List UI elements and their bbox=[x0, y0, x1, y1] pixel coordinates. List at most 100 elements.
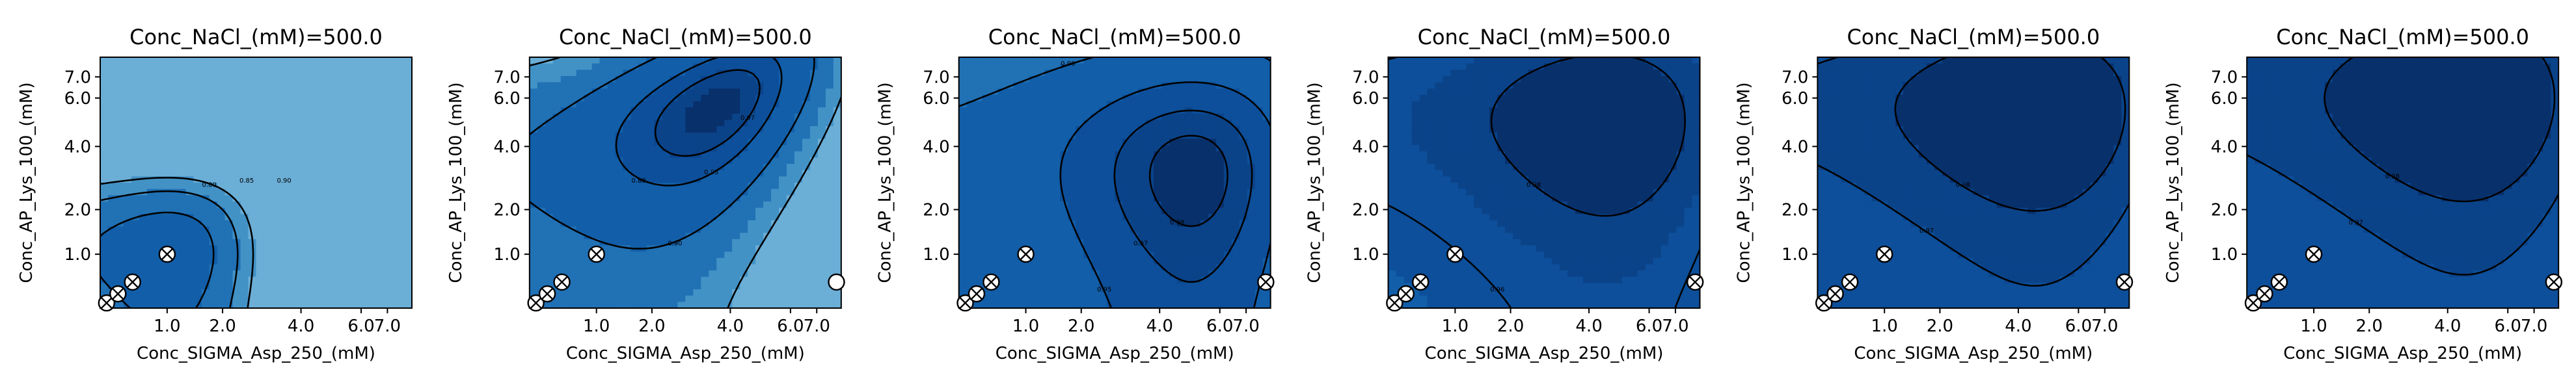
x-axis-label: Conc_SIGMA_Asp_250_(mM) bbox=[996, 344, 1234, 363]
axes-frame bbox=[2246, 57, 2560, 309]
y-tick-label: 4.0 bbox=[64, 137, 91, 157]
x-axis-label: Conc_SIGMA_Asp_250_(mM) bbox=[566, 344, 805, 363]
y-axis-label: Conc_AP_Lys_100_(mM) bbox=[2163, 82, 2183, 283]
x-tick-label: 2.0 bbox=[1927, 317, 1953, 336]
x-tick-label: 1.0 bbox=[1871, 317, 1898, 336]
y-tick-label: 6.0 bbox=[1352, 89, 1379, 109]
contour-line-2 bbox=[2324, 57, 2556, 203]
x-tick-label: 6.0 bbox=[777, 317, 804, 336]
x-tick-label: 7.0 bbox=[374, 317, 401, 336]
y-tick-label: 7.0 bbox=[2211, 68, 2238, 87]
x-tick-label: 4.0 bbox=[1146, 317, 1173, 336]
x-tick-label: 6.0 bbox=[1636, 317, 1662, 336]
crossed-circle-marker bbox=[2256, 285, 2273, 303]
contour-line-4 bbox=[654, 69, 761, 157]
contour-line-1 bbox=[100, 177, 254, 308]
contour-line-2 bbox=[100, 190, 239, 308]
y-tick-label: 7.0 bbox=[64, 68, 91, 87]
x-tick-label: 4.0 bbox=[1575, 317, 1602, 336]
x-tick-label: 1.0 bbox=[1012, 317, 1039, 336]
contour-label: 0.98 bbox=[1170, 219, 1184, 226]
x-axis-label: Conc_SIGMA_Asp_250_(mM) bbox=[1854, 344, 2093, 363]
y-tick-label: 2.0 bbox=[64, 200, 91, 220]
x-tick-label: 6.0 bbox=[1206, 317, 1233, 336]
x-tick-label: 2.0 bbox=[638, 317, 665, 336]
y-tick-label: 7.0 bbox=[923, 68, 949, 87]
subplot-5: 0.970.981.0 2.0 4.0 6.0 7.01.02.04.06.07.0Co… bbox=[1734, 25, 2134, 363]
contour-label: 0.96 bbox=[1490, 286, 1504, 293]
contour-line-3 bbox=[615, 57, 783, 187]
axes-frame bbox=[1817, 57, 2130, 309]
crossed-circle-marker bbox=[1257, 273, 1275, 291]
y-tick-label: 6.0 bbox=[493, 89, 520, 109]
x-tick-label: 1.0 bbox=[2300, 317, 2327, 336]
y-tick-label: 4.0 bbox=[1782, 137, 1808, 157]
y-tick-label: 4.0 bbox=[493, 137, 520, 157]
x-tick-label: 7.0 bbox=[2091, 317, 2118, 336]
y-tick-label: 1.0 bbox=[923, 245, 949, 265]
contour-label: 0.90 bbox=[277, 177, 291, 185]
contour-line-1 bbox=[2247, 154, 2559, 276]
y-axis-label: Conc_AP_Lys_100_(mM) bbox=[1305, 82, 1325, 283]
y-tick-label: 6.0 bbox=[64, 89, 91, 109]
x-tick-label: 1.0 bbox=[1442, 317, 1469, 336]
contour-label: 0.90 bbox=[668, 240, 682, 248]
contour-fill bbox=[100, 57, 412, 308]
y-tick-label: 4.0 bbox=[1352, 137, 1379, 157]
crossed-circle-marker bbox=[1397, 285, 1415, 303]
x-tick-label: 6.0 bbox=[2065, 317, 2092, 336]
crossed-circle-marker bbox=[2305, 245, 2323, 263]
contour-label: 0.95 bbox=[704, 169, 718, 176]
axes-frame bbox=[1387, 57, 1701, 309]
crossed-circle-marker bbox=[968, 285, 986, 303]
y-tick-label: 1.0 bbox=[1352, 245, 1379, 265]
y-tick-label: 2.0 bbox=[1782, 200, 1808, 220]
subplot-6: 0.970.981.0 2.0 4.0 6.0 7.01.02.04.06.07.0Co… bbox=[2163, 25, 2563, 363]
crossed-circle-marker bbox=[956, 294, 974, 312]
axes-frame bbox=[958, 57, 1271, 309]
crossed-circle-marker bbox=[983, 273, 1000, 291]
x-tick-label: 7.0 bbox=[804, 317, 830, 336]
x-tick-label: 2.0 bbox=[1068, 317, 1094, 336]
contour-line-1 bbox=[529, 57, 841, 308]
contour-label: 0.98 bbox=[1956, 181, 1970, 188]
crossed-circle-marker bbox=[2270, 273, 2288, 291]
subplot-1: 0.800.85 0.901.0 2.0 4.0 6.0 7.01.02.04.06.07… bbox=[17, 25, 413, 363]
contour-label: 0.97 bbox=[2349, 219, 2363, 226]
x-tick-label: 4.0 bbox=[717, 317, 744, 336]
contour-label: 0.97 bbox=[1133, 240, 1148, 248]
contour-line-2 bbox=[529, 57, 815, 250]
x-tick-label: 7.0 bbox=[2521, 317, 2547, 336]
contour-line-3 bbox=[1113, 109, 1253, 283]
x-tick-label: 1.0 bbox=[154, 317, 180, 336]
x-tick-label: 2.0 bbox=[1497, 317, 1524, 336]
contour-fill bbox=[1388, 57, 1700, 308]
x-tick-label: 4.0 bbox=[2434, 317, 2461, 336]
y-tick-label: 2.0 bbox=[493, 200, 520, 220]
y-tick-label: 2.0 bbox=[923, 200, 949, 220]
crossed-circle-marker bbox=[1017, 245, 1035, 263]
y-axis-label: Conc_AP_Lys_100_(mM) bbox=[876, 82, 895, 283]
x-tick-label: 4.0 bbox=[2005, 317, 2031, 336]
y-tick-label: 2.0 bbox=[1352, 200, 1379, 220]
contour-line-2 bbox=[1059, 81, 1271, 308]
y-tick-label: 6.0 bbox=[2211, 89, 2238, 109]
subplot-4: 0.960.981.0 2.0 4.0 6.0 7.01.02.04.06.07.0Co… bbox=[1305, 25, 1704, 363]
contour-line-1 bbox=[1817, 57, 2130, 287]
crossed-circle-marker bbox=[1815, 294, 1833, 312]
contour-label: 0.95 bbox=[1097, 286, 1111, 293]
contour-label: 0.98 bbox=[1526, 181, 1541, 188]
y-axis-label: Conc_AP_Lys_100_(mM) bbox=[446, 82, 466, 283]
y-tick-label: 1.0 bbox=[64, 245, 91, 265]
x-tick-label: 6.0 bbox=[2495, 317, 2521, 336]
crossed-circle-marker bbox=[1841, 273, 1859, 291]
contour-label: 0.80 bbox=[631, 177, 645, 185]
contour-fill bbox=[1817, 57, 2130, 308]
contour-label: 0.85 bbox=[239, 177, 254, 185]
axes-frame bbox=[100, 57, 413, 309]
x-tick-label: 2.0 bbox=[2356, 317, 2383, 336]
crossed-circle-marker bbox=[2244, 294, 2262, 312]
subplot-title: Conc_NaCl_(mM)=500.0 bbox=[129, 25, 383, 49]
y-tick-label: 6.0 bbox=[923, 89, 949, 109]
